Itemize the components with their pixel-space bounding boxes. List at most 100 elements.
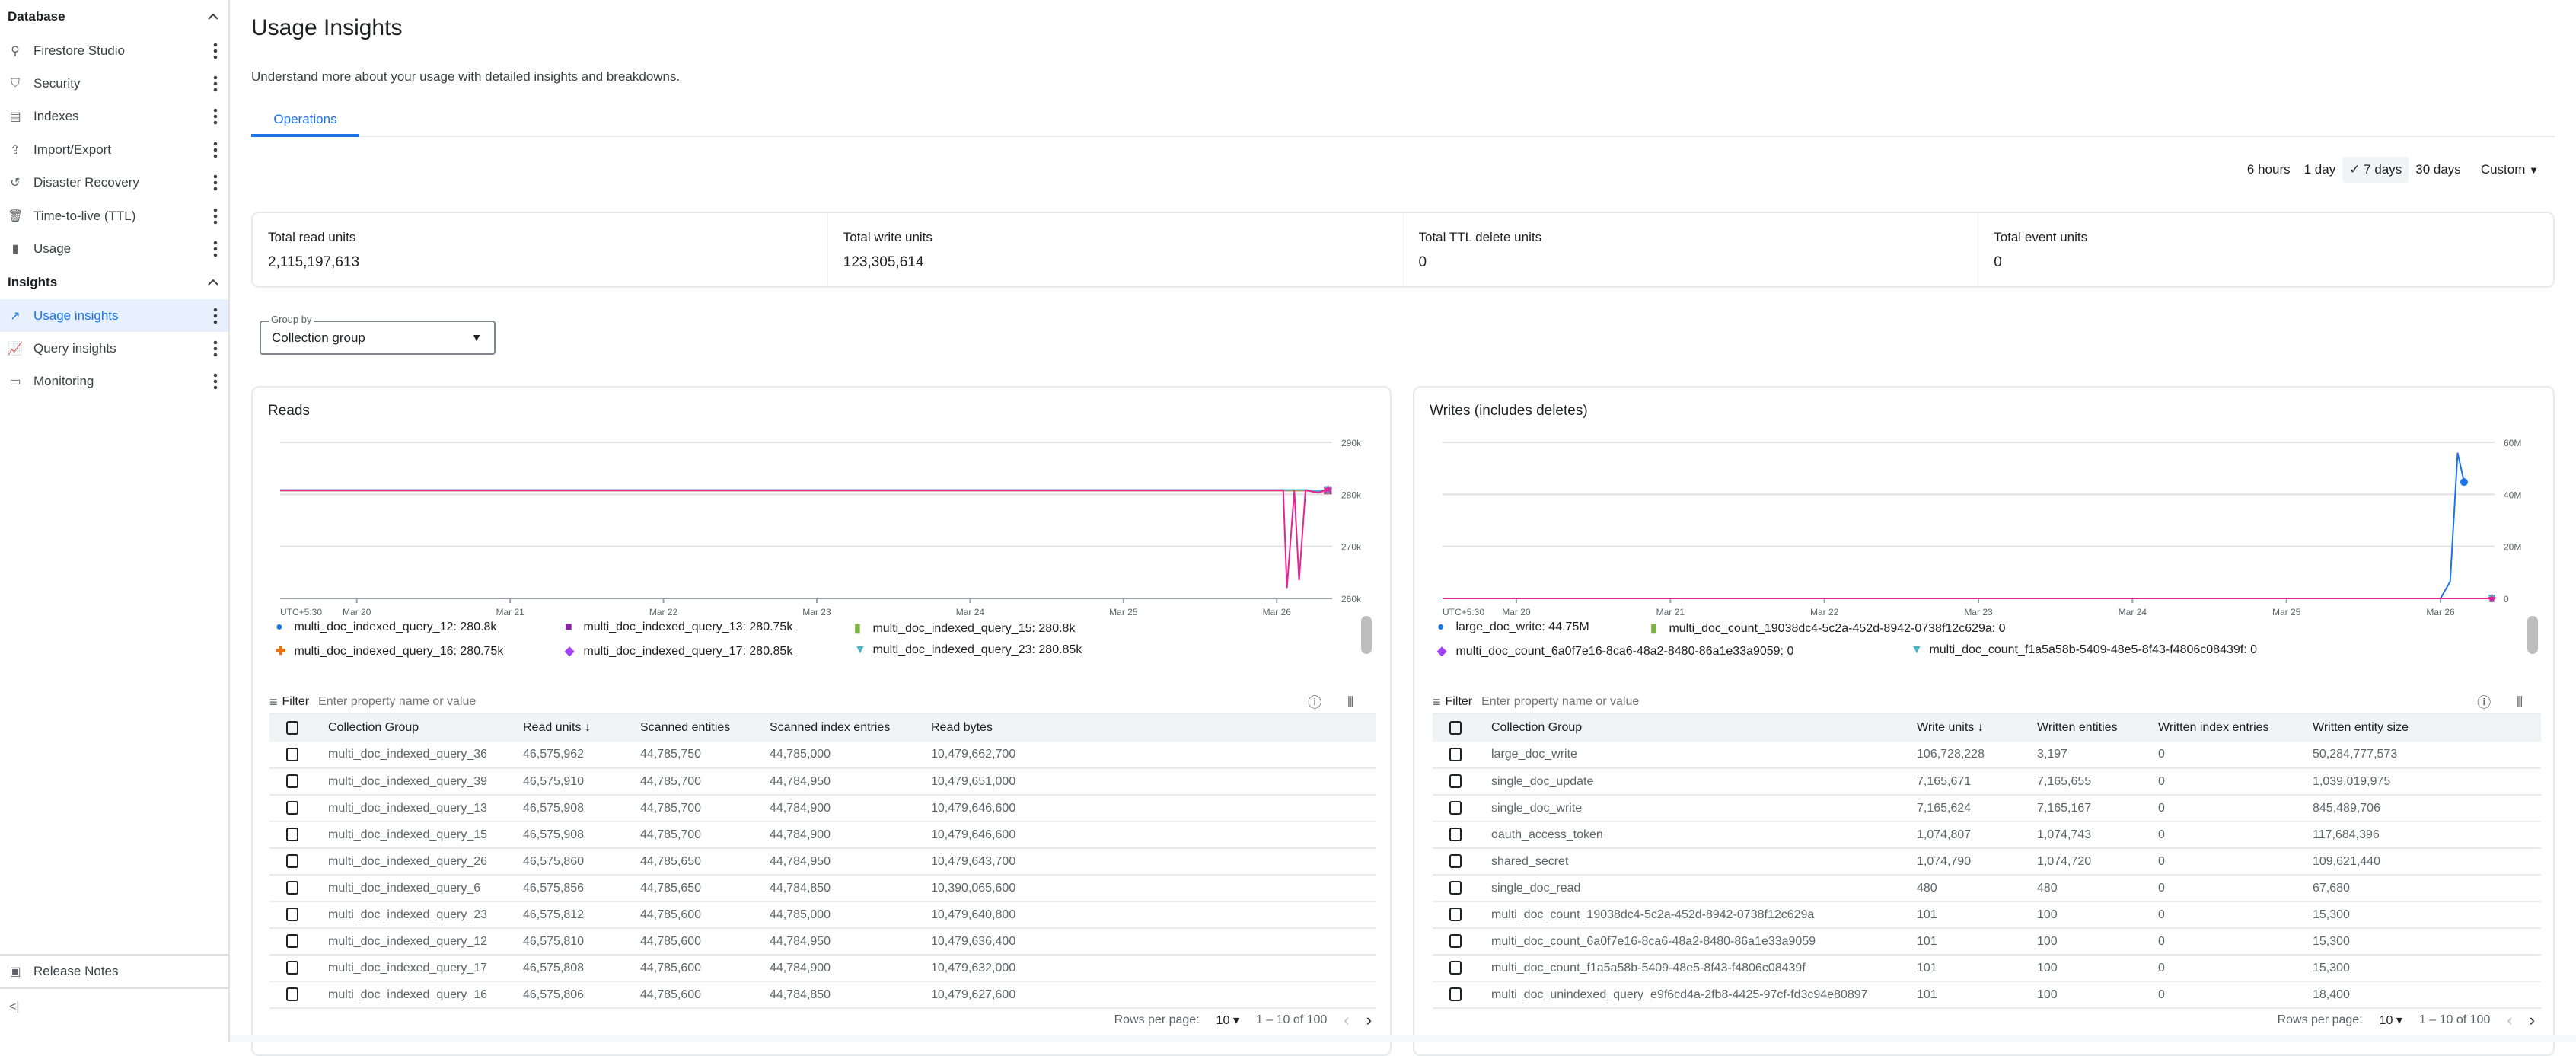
legend-item[interactable]: ■ multi_doc_indexed_query_13: 280.75k [565, 621, 793, 633]
tab-operations[interactable]: Operations [251, 107, 359, 137]
range-7-days[interactable]: ✓ 7 days [2342, 157, 2409, 183]
range-30-days[interactable]: 30 days [2415, 162, 2461, 177]
more-vert-icon[interactable] [213, 373, 218, 390]
column-read-units[interactable]: Read units ↓ [523, 713, 640, 742]
table-row[interactable]: multi_doc_count_f1a5a58b-5409-48e5-8f43-… [1433, 955, 2541, 982]
legend-item[interactable]: ▼ multi_doc_indexed_query_23: 280.85k [854, 643, 1082, 656]
row-checkbox[interactable] [269, 875, 328, 902]
more-vert-icon[interactable] [213, 241, 218, 257]
sidebar-section-database[interactable]: Database [8, 5, 228, 28]
legend-item[interactable]: ▮ multi_doc_count_19038dc4-5c2a-452d-894… [1650, 622, 2006, 635]
more-vert-icon[interactable] [213, 308, 218, 324]
sidebar-item-usage[interactable]: ▮ Usage [0, 232, 228, 265]
table-row[interactable]: oauth_access_token 1,074,807 1,074,743 0 117… [1433, 822, 2541, 849]
sidebar-item-usage-insights[interactable]: ↗ Usage insights [0, 299, 228, 332]
row-checkbox[interactable] [269, 848, 328, 876]
column-scanned-index-entries[interactable]: Scanned index entries [770, 713, 931, 742]
table-row[interactable]: multi_doc_indexed_query_16 46,575,806 44,7… [269, 981, 1376, 1009]
sidebar-item-monitoring[interactable]: ▭ Monitoring [0, 365, 228, 397]
row-checkbox[interactable] [1433, 795, 1491, 822]
table-row[interactable]: single_doc_write 7,165,624 7,165,167 0 845,4… [1433, 795, 2541, 822]
sidebar-item-security[interactable]: ⛉ Security [0, 67, 228, 100]
sidebar-item-query-insights[interactable]: 📈 Query insights [0, 332, 228, 365]
table-row[interactable]: shared_secret 1,074,790 1,074,720 0 109,621,… [1433, 848, 2541, 876]
column-written-entities[interactable]: Written entities [2037, 713, 2158, 742]
table-row[interactable]: multi_doc_indexed_query_36 46,575,962 44,7… [269, 742, 1376, 769]
more-vert-icon[interactable] [213, 142, 218, 158]
prev-page-icon[interactable]: ‹ [2507, 1010, 2513, 1029]
sidebar-item-indexes[interactable]: ▤ Indexes [0, 100, 228, 132]
legend-item[interactable]: ● large_doc_write: 44.75M [1437, 621, 1589, 633]
table-row[interactable]: multi_doc_indexed_query_13 46,575,908 44,7… [269, 795, 1376, 822]
row-checkbox[interactable] [1433, 955, 1491, 982]
group-by-select[interactable]: Group by Collection group ▼ [260, 314, 496, 355]
column-write-units[interactable]: Write units ↓ [1917, 713, 2037, 742]
column-display-icon[interactable]: ⦀ [1347, 694, 1353, 710]
next-page-icon[interactable]: › [1366, 1010, 1372, 1029]
rows-per-page-select[interactable]: 10 ▾ [1216, 1014, 1239, 1027]
row-checkbox[interactable] [269, 901, 328, 929]
more-vert-icon[interactable] [213, 174, 218, 191]
table-row[interactable]: multi_doc_indexed_query_23 46,575,812 44,7… [269, 901, 1376, 929]
table-row[interactable]: single_doc_read 480 480 0 67,680 [1433, 875, 2541, 902]
legend-item[interactable]: ▼ multi_doc_count_f1a5a58b-5409-48e5-8f4… [1911, 643, 2258, 656]
row-checkbox[interactable] [1433, 981, 1491, 1009]
help-icon[interactable]: ⓘ [1308, 695, 1322, 710]
legend-item[interactable]: ◆ multi_doc_indexed_query_17: 280.85k [565, 645, 793, 658]
chevron-up-icon[interactable] [207, 277, 219, 286]
row-checkbox[interactable] [1433, 768, 1491, 796]
more-vert-icon[interactable] [213, 75, 218, 92]
table-row[interactable]: multi_doc_indexed_query_26 46,575,860 44,7… [269, 848, 1376, 876]
row-checkbox[interactable] [1433, 928, 1491, 956]
more-vert-icon[interactable] [213, 43, 218, 59]
prev-page-icon[interactable]: ‹ [1344, 1010, 1350, 1029]
sidebar-item-import-export[interactable]: ⇪ Import/Export [0, 133, 228, 166]
row-checkbox[interactable] [269, 795, 328, 822]
legend-item[interactable]: ✚ multi_doc_indexed_query_16: 280.75k [276, 645, 504, 658]
row-checkbox[interactable] [269, 768, 328, 796]
table-row[interactable]: multi_doc_indexed_query_6 46,575,856 44,78… [269, 875, 1376, 902]
range-6-hours[interactable]: 6 hours [2246, 162, 2291, 177]
sidebar-item-ttl[interactable]: 🗑 Time-to-live (TTL) [0, 199, 228, 232]
more-vert-icon[interactable] [213, 208, 218, 225]
table-row[interactable]: multi_doc_count_19038dc4-5c2a-452d-8942-… [1433, 901, 2541, 929]
row-checkbox[interactable] [1433, 822, 1491, 849]
column-display-icon[interactable]: ⦀ [2517, 694, 2523, 710]
sidebar-item-firestore-studio[interactable]: ⚲ Firestore Studio [0, 34, 228, 67]
row-checkbox[interactable] [269, 822, 328, 849]
sidebar-section-insights[interactable]: Insights [8, 271, 228, 294]
row-checkbox[interactable] [1433, 848, 1491, 876]
column-collection-group[interactable]: Collection Group [328, 713, 523, 742]
row-checkbox[interactable] [1433, 875, 1491, 902]
column-written-index-entries[interactable]: Written index entries [2158, 713, 2313, 742]
chevron-up-icon[interactable] [207, 11, 219, 21]
range-custom[interactable]: Custom ▼ [2474, 157, 2546, 183]
sidebar-item-disaster-recovery[interactable]: ↺ Disaster Recovery [0, 166, 228, 199]
table-row[interactable]: multi_doc_indexed_query_39 46,575,910 44,7… [269, 768, 1376, 796]
table-row[interactable]: multi_doc_indexed_query_12 46,575,810 44,7… [269, 928, 1376, 956]
rows-per-page-select[interactable]: 10 ▾ [2379, 1014, 2402, 1027]
collapse-sidebar-icon[interactable]: <| [9, 1000, 20, 1013]
reads-filter-input[interactable] [318, 695, 623, 709]
more-vert-icon[interactable] [213, 340, 218, 357]
row-checkbox[interactable] [269, 981, 328, 1009]
next-page-icon[interactable]: › [2529, 1010, 2535, 1029]
column-written-entity-size[interactable]: Written entity size [2313, 713, 2541, 742]
row-checkbox[interactable] [1433, 901, 1491, 929]
table-row[interactable]: single_doc_update 7,165,671 7,165,655 0 1,03… [1433, 768, 2541, 796]
table-row[interactable]: multi_doc_indexed_query_17 46,575,808 44,7… [269, 955, 1376, 982]
table-row[interactable]: large_doc_write 106,728,228 3,197 0 50,284,7… [1433, 742, 2541, 769]
legend-item[interactable]: ▮ multi_doc_indexed_query_15: 280.8k [854, 622, 1076, 635]
column-scanned-entities[interactable]: Scanned entities [640, 713, 770, 742]
help-icon[interactable]: ⓘ [2477, 695, 2492, 710]
more-vert-icon[interactable] [213, 108, 218, 125]
select-all-checkbox[interactable] [269, 713, 328, 742]
legend-item[interactable]: ◆ multi_doc_count_6a0f7e16-8ca6-48a2-848… [1437, 645, 1794, 658]
table-row[interactable]: multi_doc_unindexed_query_e9f6cd4a-2fb8-… [1433, 981, 2541, 1009]
legend-scrollbar[interactable] [2527, 616, 2538, 654]
writes-filter-input[interactable] [1481, 695, 1787, 709]
row-checkbox[interactable] [269, 955, 328, 982]
column-read-bytes[interactable]: Read bytes [931, 713, 1376, 742]
table-row[interactable]: multi_doc_indexed_query_15 46,575,908 44,7… [269, 822, 1376, 849]
row-checkbox[interactable] [1433, 742, 1491, 769]
